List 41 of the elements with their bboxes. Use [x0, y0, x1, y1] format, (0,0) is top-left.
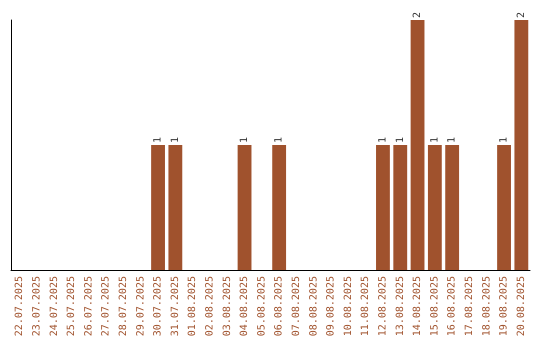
- x-tick-label: 04.08.2025: [239, 276, 250, 336]
- x-tick-label: 30.07.2025: [152, 276, 164, 336]
- data-label: 1: [170, 136, 181, 143]
- x-tick-label: 26.07.2025: [83, 276, 94, 336]
- x-tick-label: 03.08.2025: [222, 276, 233, 336]
- x-tick-label: 22.07.2025: [14, 276, 26, 336]
- x-tick-label: 24.07.2025: [48, 276, 60, 336]
- data-label: 2: [516, 12, 527, 18]
- x-tick-label: 13.08.2025: [394, 276, 406, 336]
- data-label: 2: [412, 12, 424, 18]
- x-tick-label: 08.08.2025: [308, 276, 320, 336]
- data-label: 1: [377, 136, 388, 143]
- data-label: 1: [274, 136, 285, 143]
- x-tick-label: 11.08.2025: [360, 276, 372, 336]
- data-label: 1: [394, 136, 406, 143]
- data-label: 1: [498, 136, 510, 143]
- x-tick-label: 25.07.2025: [66, 276, 78, 336]
- x-tick-label: 09.08.2025: [326, 276, 337, 336]
- x-tick-label: 12.08.2025: [377, 276, 388, 336]
- x-tick-label: 28.07.2025: [118, 276, 129, 336]
- x-tick-label: 02.08.2025: [204, 276, 216, 336]
- x-tick-label: 01.08.2025: [187, 276, 198, 336]
- x-tick-label: 15.08.2025: [429, 276, 440, 336]
- x-tick-label: 10.08.2025: [342, 276, 354, 336]
- x-tick-label: 14.08.2025: [412, 276, 424, 336]
- data-label: 1: [446, 136, 458, 143]
- x-tick-label: 07.08.2025: [290, 276, 302, 336]
- x-tick-label: 16.08.2025: [446, 276, 458, 336]
- x-tick-label: 05.08.2025: [256, 276, 268, 336]
- x-tick-label: 17.08.2025: [464, 276, 475, 336]
- x-tick-label: 31.07.2025: [170, 276, 181, 336]
- data-label: 1: [152, 136, 164, 143]
- x-tick-label: 19.08.2025: [498, 276, 510, 336]
- x-tick-label: 27.07.2025: [100, 276, 112, 336]
- data-label: 1: [429, 136, 440, 143]
- x-tick-label: 20.08.2025: [516, 276, 527, 336]
- data-label: 1: [239, 136, 250, 143]
- x-tick-label: 23.07.2025: [31, 276, 42, 336]
- x-tick-label: 29.07.2025: [135, 276, 146, 336]
- x-tick-label: 18.08.2025: [481, 276, 492, 336]
- x-tick-label: 06.08.2025: [274, 276, 285, 336]
